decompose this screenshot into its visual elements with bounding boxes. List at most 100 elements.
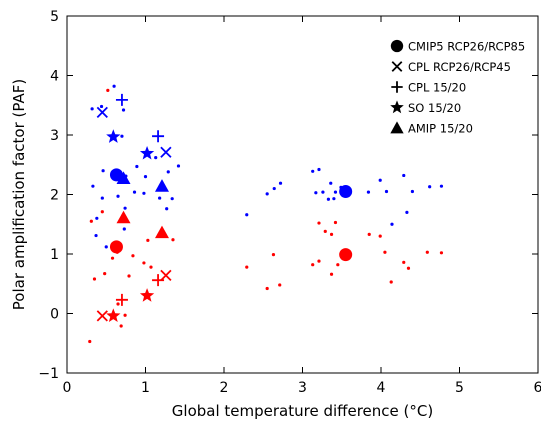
data-point [90,107,94,111]
data-point [272,186,276,191]
data-point [389,280,393,284]
data-point [317,167,321,172]
data-point [405,210,409,214]
x-tick-label: 3 [298,380,307,396]
data-point [143,175,148,179]
data-point [170,197,174,201]
legend-marker-triangle [390,121,404,134]
legend-marker-star [390,100,404,114]
data-point [311,169,315,173]
data-point [406,266,411,270]
data-marker-x [96,310,108,322]
data-point [329,232,334,236]
data-point [278,181,283,185]
data-marker-triangle [116,210,131,224]
data-point [89,219,93,223]
data-marker-triangle [154,179,169,192]
data-point [402,173,406,178]
data-marker-x [160,146,172,158]
x-axis-label: Global temperature difference (°C) [172,402,433,420]
legend-label: CMIP5 RCP26/RCP85 [408,40,525,54]
data-point [366,190,371,194]
data-point [367,232,371,236]
data-point [265,286,269,291]
y-tick-label: −1 [38,366,59,382]
data-point [91,184,95,188]
x-tick-label: 5 [455,380,464,396]
data-marker-x [96,106,108,119]
data-marker-triangle [154,225,169,239]
data-point [402,260,406,264]
data-point [317,259,321,263]
data-point [425,250,429,254]
data-marker-circle [109,240,123,254]
data-marker-plus [115,293,128,306]
data-point [311,263,315,267]
data-marker-circle [339,248,353,262]
data-marker-plus [152,130,165,143]
data-point [110,256,115,260]
data-point [378,234,382,238]
data-point [119,324,123,328]
data-point [333,220,338,225]
data-point [146,238,150,242]
y-tick-label: 4 [50,69,59,85]
y-tick-label: 2 [50,188,59,204]
legend: CMIP5 RCP26/RCP85 CPL RCP26/RCP45 CPL 15/2… [390,40,525,136]
data-point [378,178,382,182]
data-point [278,283,282,287]
data-point [135,164,139,169]
data-point [103,272,107,276]
data-point [384,189,389,194]
data-point [317,221,321,225]
data-point [271,252,276,257]
data-marker-star [139,145,155,160]
data-point [314,191,318,195]
data-point [390,222,394,226]
data-marker-star [139,288,155,302]
data-point [439,184,444,188]
x-tick-label: 4 [377,380,386,396]
data-marker-triangle [116,171,131,185]
data-point [100,196,104,200]
data-point [120,134,124,138]
y-tick-label: 1 [50,247,59,263]
data-point [165,207,169,211]
legend-label: SO 15/20 [408,101,461,115]
legend-label: AMIP 15/20 [408,122,473,136]
data-marker-star [106,129,121,143]
data-point [336,263,340,267]
legend-label: CPL RCP26/RCP45 [408,60,511,74]
data-point [321,190,325,194]
x-tick-label: 0 [63,380,72,396]
x-tick-label: 2 [220,380,229,396]
data-point [428,185,432,189]
data-marks [88,84,444,344]
data-point [94,233,98,238]
data-marker-x [160,269,172,282]
data-point [176,164,181,168]
data-point [265,192,269,196]
data-point [100,210,104,214]
data-point [95,216,99,220]
data-point [121,108,126,112]
legend-label: CPL 15/20 [408,81,466,95]
data-point [99,104,104,109]
data-point [116,302,120,306]
data-point [329,272,334,276]
data-point [92,277,97,281]
data-point [154,156,158,160]
data-marker-star [106,308,121,322]
y-tick-label: 0 [50,307,59,323]
data-point [410,189,414,194]
legend-marker-circle [390,39,404,53]
data-marker-circle [109,168,123,182]
data-point [149,265,153,269]
data-point [439,251,444,255]
data-point [383,250,387,254]
data-point [123,206,127,210]
data-point [245,213,249,217]
legend-marker-x [391,61,403,72]
